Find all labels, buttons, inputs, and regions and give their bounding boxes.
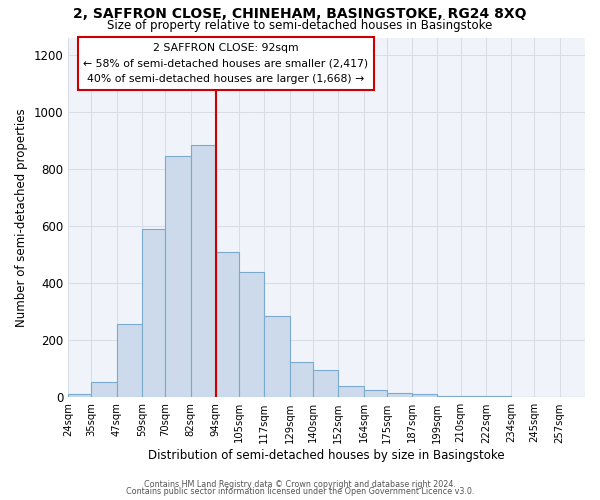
- Bar: [265, 316, 290, 398]
- Bar: [461, 396, 486, 398]
- Bar: [412, 394, 437, 398]
- Bar: [387, 393, 412, 398]
- Bar: [560, 396, 585, 398]
- X-axis label: Distribution of semi-detached houses by size in Basingstoke: Distribution of semi-detached houses by …: [148, 450, 505, 462]
- Bar: [338, 386, 364, 398]
- Text: Contains public sector information licensed under the Open Government Licence v3: Contains public sector information licen…: [126, 487, 474, 496]
- Text: Size of property relative to semi-detached houses in Basingstoke: Size of property relative to semi-detach…: [107, 18, 493, 32]
- Bar: [511, 396, 535, 398]
- Bar: [239, 272, 265, 398]
- Bar: [116, 324, 142, 398]
- Text: 2, SAFFRON CLOSE, CHINEHAM, BASINGSTOKE, RG24 8XQ: 2, SAFFRON CLOSE, CHINEHAM, BASINGSTOKE,…: [73, 8, 527, 22]
- Bar: [535, 396, 560, 398]
- Text: 2 SAFFRON CLOSE: 92sqm
← 58% of semi-detached houses are smaller (2,417)
40% of : 2 SAFFRON CLOSE: 92sqm ← 58% of semi-det…: [83, 43, 368, 84]
- Text: Contains HM Land Registry data © Crown copyright and database right 2024.: Contains HM Land Registry data © Crown c…: [144, 480, 456, 489]
- Y-axis label: Number of semi-detached properties: Number of semi-detached properties: [15, 108, 28, 326]
- Bar: [191, 144, 216, 398]
- Bar: [216, 252, 239, 398]
- Bar: [142, 229, 165, 398]
- Bar: [165, 156, 191, 398]
- Bar: [364, 390, 387, 398]
- Bar: [91, 382, 116, 398]
- Bar: [437, 396, 461, 398]
- Bar: [486, 396, 511, 398]
- Bar: [313, 370, 338, 398]
- Bar: [290, 362, 313, 398]
- Bar: [68, 394, 91, 398]
